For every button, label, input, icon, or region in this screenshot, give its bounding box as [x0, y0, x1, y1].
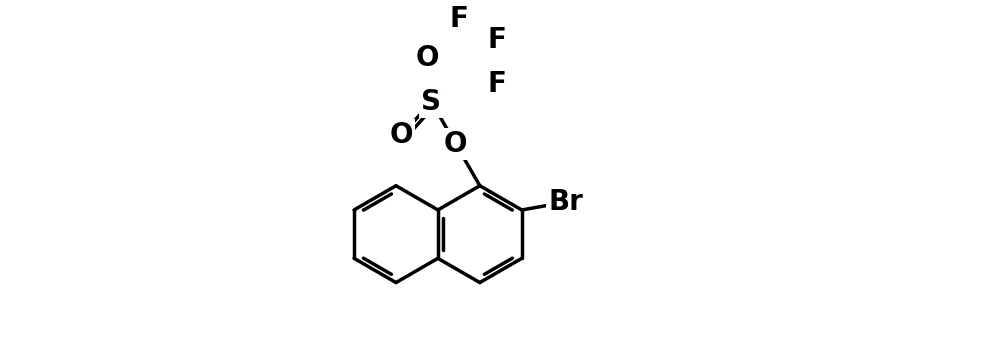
Text: F: F: [487, 70, 506, 98]
Text: O: O: [416, 44, 439, 72]
Text: F: F: [450, 5, 469, 33]
Text: O: O: [390, 121, 413, 149]
Text: F: F: [487, 26, 506, 54]
Text: Br: Br: [548, 188, 583, 216]
Text: S: S: [421, 88, 441, 116]
Text: O: O: [444, 130, 467, 158]
